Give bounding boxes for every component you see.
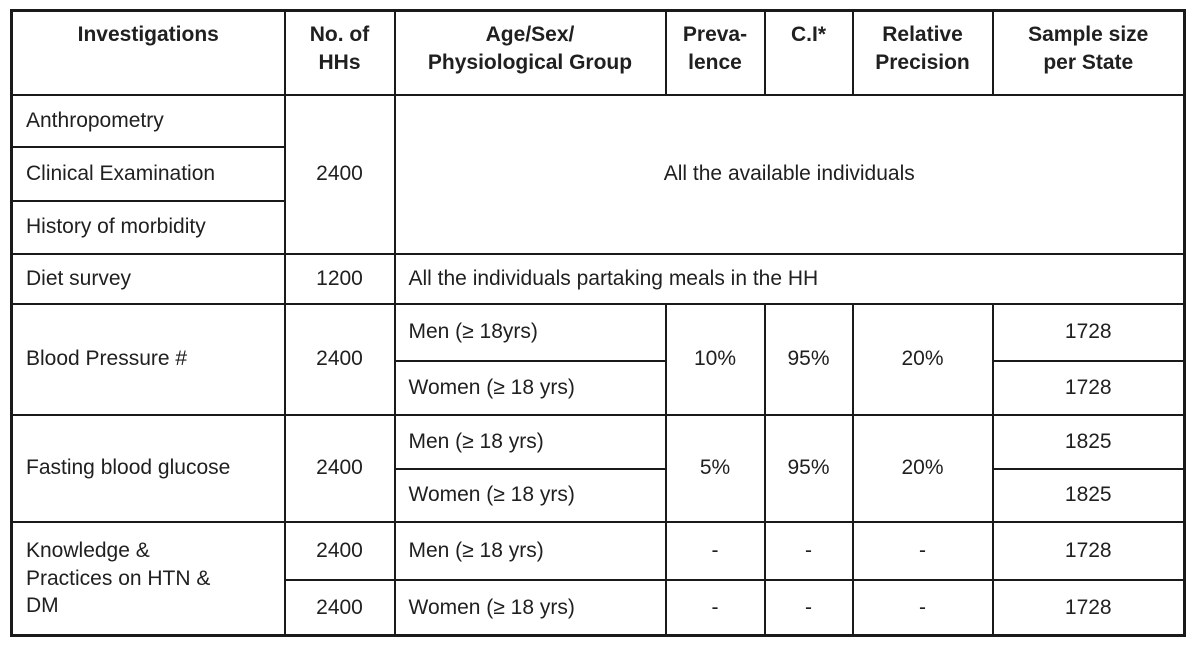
cell-hhs-blood-pressure: 2400	[283, 302, 396, 416]
cell-sample-fbg-women: 1825	[991, 467, 1186, 523]
cell-ci-bp: 95%	[763, 302, 854, 416]
cell-sample-fbg-men: 1825	[991, 413, 1186, 470]
header-investigations: Investigations	[10, 9, 286, 96]
row-clinical-examination: Clinical Examination	[10, 145, 1185, 202]
cell-relative-precision-kp-women: -	[851, 578, 994, 637]
row-blood-pressure-men: Blood Pressure # 2400 Men (≥ 18yrs) 10% …	[10, 302, 1186, 416]
cell-investigation-diet-survey: Diet survey	[10, 252, 286, 305]
cell-sample-bp-men: 1728	[991, 302, 1186, 362]
sampling-design-table: Investigations No. of HHs Age/Sex/ Physi…	[10, 9, 1186, 637]
header-ci: C.I*	[763, 9, 854, 96]
cell-prevalence-kp-women: -	[664, 578, 766, 637]
header-no-of-hhs: No. of HHs	[283, 9, 396, 96]
cell-hhs-anthro-group: 2400	[283, 93, 396, 255]
cell-ci-kp-men: -	[763, 520, 854, 581]
cell-investigation-blood-pressure: Blood Pressure #	[10, 302, 286, 416]
row-diet-survey: Diet survey 1200 All the individuals par…	[10, 252, 1186, 305]
row-blood-pressure-women: Women (≥ 18 yrs) 1728	[12, 359, 1186, 416]
row-fasting-glucose-men: Fasting blood glucose 2400 Men (≥ 18 yrs…	[10, 413, 1186, 523]
cell-sample-bp-women: 1728	[991, 359, 1186, 416]
cell-group-fbg-men: Men (≥ 18 yrs)	[393, 413, 667, 470]
cell-hhs-diet-survey: 1200	[283, 252, 396, 305]
cell-relative-precision-bp: 20%	[851, 302, 994, 416]
cell-prevalence-fbg: 5%	[664, 413, 766, 523]
cell-prevalence-kp-men: -	[664, 520, 766, 581]
cell-relative-precision-fbg: 20%	[851, 413, 994, 523]
header-sample-size-per-state: Sample size per State	[991, 9, 1186, 96]
cell-group-bp-men: Men (≥ 18yrs)	[393, 302, 667, 362]
row-history-of-morbidity: History of morbidity	[10, 199, 1185, 255]
cell-sample-kp-women: 1728	[991, 578, 1186, 637]
cell-group-bp-women: Women (≥ 18 yrs)	[393, 359, 667, 416]
cell-note-partaking-meals: All the individuals partaking meals in t…	[393, 252, 1186, 305]
cell-hhs-kp-men: 2400	[283, 520, 396, 581]
cell-investigation-clinical-examination: Clinical Examination	[10, 145, 286, 202]
row-knowledge-practices-women: 2400 Women (≥ 18 yrs) - - - 1728	[12, 578, 1186, 637]
row-knowledge-practices-men: Knowledge & Practices on HTN & DM 2400 M…	[10, 520, 1186, 637]
row-anthropometry: Anthropometry 2400 All the available ind…	[10, 93, 1186, 255]
cell-investigation-history-of-morbidity: History of morbidity	[10, 199, 286, 255]
cell-investigation-anthropometry: Anthropometry	[10, 93, 286, 148]
cell-investigation-fasting-glucose: Fasting blood glucose	[10, 413, 286, 523]
cell-investigation-knowledge-practices: Knowledge & Practices on HTN & DM	[10, 520, 286, 637]
header-age-sex-group: Age/Sex/ Physiological Group	[393, 9, 667, 96]
cell-group-fbg-women: Women (≥ 18 yrs)	[393, 467, 667, 523]
header-prevalence: Preva- lence	[664, 9, 766, 96]
cell-note-all-available: All the available individuals	[393, 93, 1186, 255]
cell-prevalence-bp: 10%	[664, 302, 766, 416]
cell-ci-kp-women: -	[763, 578, 854, 637]
cell-sample-kp-men: 1728	[991, 520, 1186, 581]
cell-relative-precision-kp-men: -	[851, 520, 994, 581]
row-fasting-glucose-women: Women (≥ 18 yrs) 1825	[12, 467, 1186, 523]
header-relative-precision: Relative Precision	[851, 9, 994, 96]
cell-hhs-fasting-glucose: 2400	[283, 413, 396, 523]
cell-group-kp-women: Women (≥ 18 yrs)	[393, 578, 667, 637]
cell-group-kp-men: Men (≥ 18 yrs)	[393, 520, 667, 581]
cell-ci-fbg: 95%	[763, 413, 854, 523]
header-row: Investigations No. of HHs Age/Sex/ Physi…	[10, 9, 1186, 96]
cell-hhs-kp-women: 2400	[283, 578, 396, 637]
